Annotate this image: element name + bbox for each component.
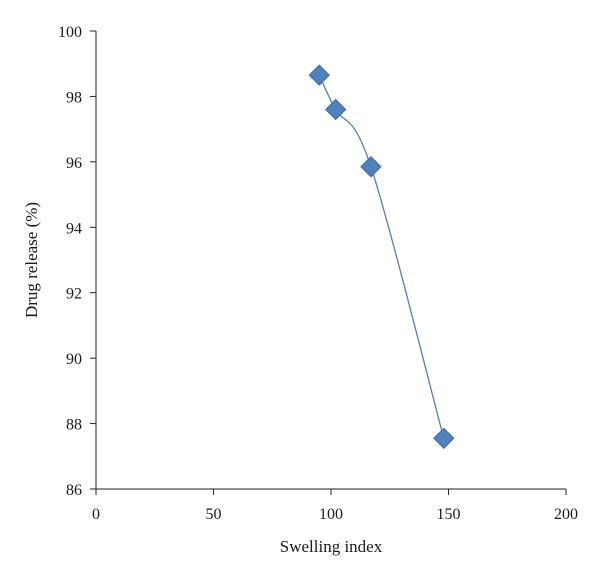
data-points: [308, 64, 455, 449]
x-tick-label: 0: [92, 506, 100, 523]
y-tick-label: 88: [66, 417, 82, 434]
x-tick-label: 100: [319, 506, 343, 523]
y-tick-label: 92: [66, 286, 82, 303]
y-tick-label: 90: [66, 351, 82, 368]
y-tick-label: 98: [66, 89, 82, 106]
y-tick-label: 100: [58, 24, 82, 41]
x-ticks: 0 50 100 150 200: [92, 489, 578, 523]
y-ticks: 86 88 90 92 94 96 98 100: [58, 24, 96, 499]
series-trend-line: [318, 74, 445, 439]
x-axis-label: Swelling index: [280, 537, 383, 556]
y-axis-label: Drug release (%): [22, 202, 41, 318]
data-point-1: [308, 64, 330, 86]
data-point-3: [360, 156, 382, 178]
y-tick-label: 94: [66, 220, 82, 237]
data-point-4: [433, 427, 455, 449]
x-tick-label: 200: [554, 506, 578, 523]
data-point-2: [324, 98, 347, 121]
y-tick-label: 96: [66, 155, 82, 172]
x-tick-label: 50: [206, 506, 222, 523]
y-tick-label: 86: [66, 482, 82, 499]
x-tick-label: 150: [437, 506, 461, 523]
